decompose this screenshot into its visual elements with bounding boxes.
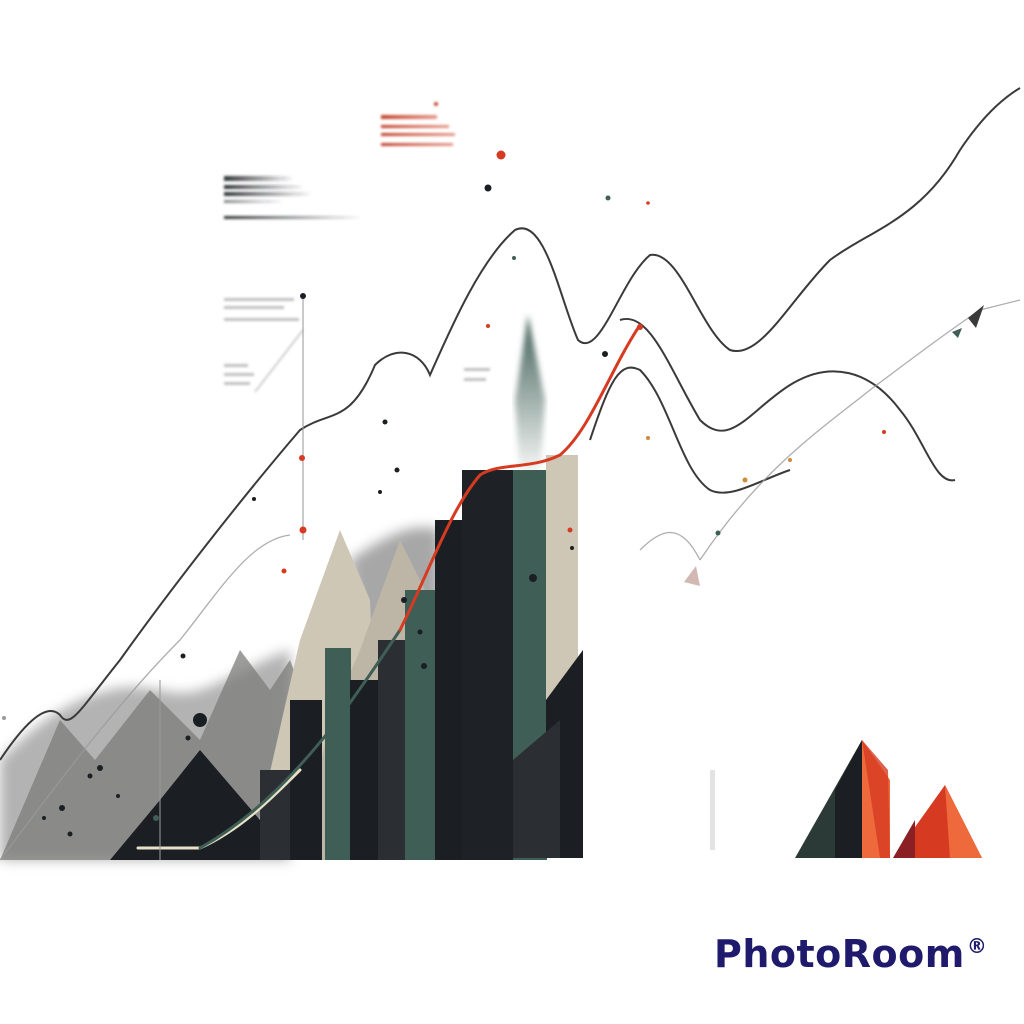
photoroom-watermark: PhotoRoom ® bbox=[714, 932, 987, 976]
blurred-label-red bbox=[381, 102, 455, 146]
scatter-dots bbox=[2, 150, 886, 837]
watermark-brand: PhotoRoom bbox=[714, 932, 965, 976]
registered-mark: ® bbox=[966, 934, 988, 958]
trend-lines bbox=[0, 87, 1021, 761]
column-bars bbox=[260, 455, 583, 860]
blurred-label-grey bbox=[224, 298, 490, 393]
spire bbox=[515, 315, 545, 480]
growth-curve bbox=[136, 323, 642, 850]
faint-lines bbox=[0, 295, 1021, 861]
arrow-marker bbox=[684, 305, 984, 850]
blurred-label-dark bbox=[224, 176, 362, 219]
mini-triangle-chart bbox=[795, 740, 982, 858]
